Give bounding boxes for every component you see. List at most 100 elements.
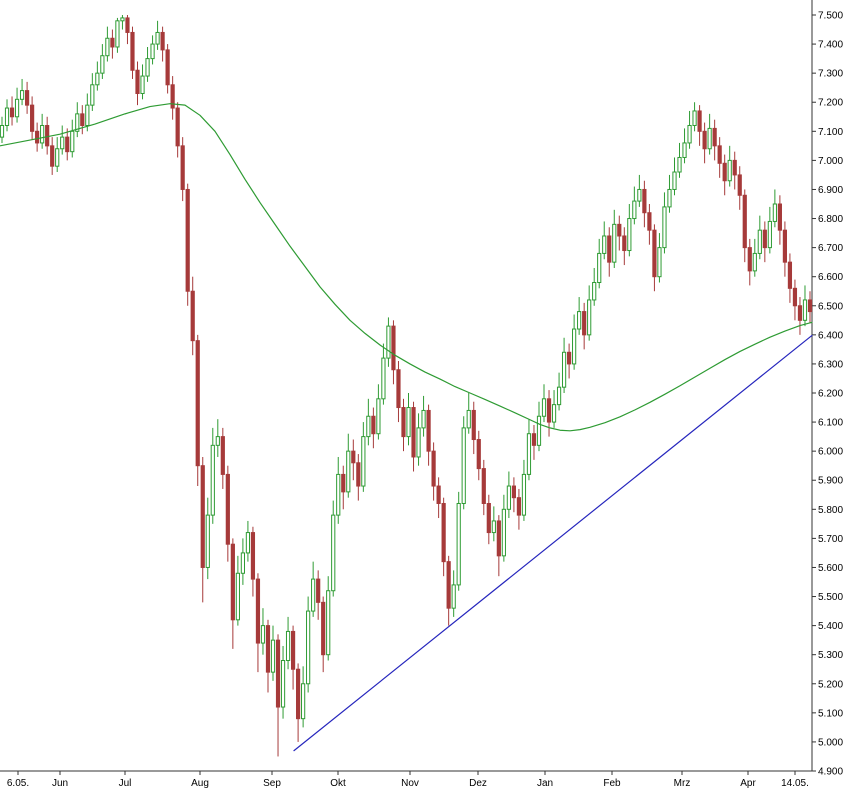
y-axis-label: 5.600 — [818, 563, 843, 574]
candle-body-down — [617, 223, 622, 237]
y-axis-label: 4.900 — [818, 767, 843, 778]
candle-body-down — [80, 113, 85, 126]
candle-body-up — [311, 578, 316, 612]
trendline-line — [293, 334, 813, 752]
candle-body-down — [747, 247, 752, 272]
x-axis-label: Jul — [119, 778, 132, 789]
candle-body-down — [516, 497, 522, 516]
candle-body-up — [376, 398, 381, 435]
candle-body-up — [506, 485, 511, 510]
y-axis-label: 6.900 — [818, 185, 843, 196]
candle-body-down — [481, 468, 486, 504]
candle-body-down — [200, 465, 205, 568]
candle-body-up — [772, 203, 777, 222]
candle-body-down — [431, 450, 436, 487]
y-axis-label: 6.700 — [818, 243, 843, 254]
candle-body-down — [45, 124, 50, 147]
y-axis-label: 7.300 — [818, 69, 843, 80]
candle-body-down — [782, 229, 788, 263]
x-axis-label: Sep — [263, 778, 281, 789]
y-axis-label: 7.100 — [818, 127, 843, 138]
candle-body-up — [541, 398, 547, 417]
candle-body-down — [441, 502, 446, 563]
x-axis-label: Okt — [330, 778, 346, 789]
y-axis-label: 6.000 — [818, 447, 843, 458]
candle-body-up — [416, 427, 421, 458]
candle-body-down — [165, 49, 170, 86]
candle-body-up — [285, 630, 291, 662]
candle-body-down — [190, 290, 195, 342]
x-axis-label: Nov — [401, 778, 419, 789]
candle-body-up — [85, 104, 90, 126]
y-axis-label: 5.800 — [818, 505, 843, 516]
x-axis-label: Jan — [537, 778, 553, 789]
candle-body-down — [777, 203, 782, 231]
candle-body-down — [567, 351, 572, 365]
candle-body-down — [135, 69, 140, 95]
candle-body-up — [366, 415, 371, 438]
candle-body-up — [602, 235, 607, 254]
candle-body-up — [150, 43, 155, 60]
candle-body-down — [30, 104, 35, 132]
candle-body-up — [215, 436, 220, 446]
candle-body-up — [326, 590, 331, 656]
candle-body-up — [612, 223, 617, 263]
y-axis-label: 5.700 — [818, 534, 843, 545]
candle-body-up — [597, 252, 602, 284]
x-axis-label: 14.05. — [781, 778, 809, 789]
candle-body-up — [386, 325, 391, 359]
y-axis-label: 7.500 — [818, 11, 843, 22]
candle-body-down — [797, 305, 803, 321]
y-axis-label: 6.500 — [818, 301, 843, 312]
candle-body-up — [280, 660, 286, 708]
candle-body-down — [371, 415, 376, 435]
candle-body-up — [707, 127, 712, 150]
candle-body-up — [19, 90, 25, 100]
candle-body-up — [421, 409, 426, 429]
candle-body-down — [35, 130, 40, 144]
candle-body-up — [120, 17, 125, 22]
x-axis-label: Dez — [469, 778, 487, 789]
candle-body-up — [336, 473, 341, 516]
candle-body-up — [14, 98, 20, 118]
candle-body-down — [290, 630, 296, 670]
candle-body-up — [672, 171, 677, 190]
candle-body-up — [406, 407, 411, 438]
candle-body-up — [451, 584, 456, 609]
candle-body-down — [250, 532, 256, 580]
candle-body-up — [466, 409, 471, 429]
candle-body-up — [802, 299, 808, 321]
candle-body-down — [321, 601, 326, 656]
candle-body-down — [702, 130, 707, 150]
candle-body-down — [341, 473, 346, 493]
candle-body-up — [577, 311, 582, 330]
x-axis-label: 6.05. — [7, 778, 29, 789]
candle-body-up — [682, 142, 687, 158]
candle-body-up — [235, 572, 240, 621]
candle-body-up — [346, 450, 351, 493]
y-axis-label: 7.200 — [818, 98, 843, 109]
y-axis-label: 6.100 — [818, 418, 843, 429]
candle-body-up — [692, 110, 697, 126]
candle-body-up — [145, 58, 150, 77]
candle-body-down — [170, 84, 175, 109]
candle-body-down — [737, 174, 742, 196]
candle-body-down — [396, 369, 401, 409]
candle-body-down — [787, 261, 793, 289]
candle-body-up — [100, 55, 105, 74]
candle-body-down — [185, 188, 190, 292]
candle-body-down — [295, 668, 301, 720]
candle-body-down — [652, 229, 657, 278]
candle-body-down — [230, 543, 235, 621]
candle-body-down — [446, 561, 451, 609]
y-axis-label: 5.400 — [818, 621, 843, 632]
candle-body-down — [607, 235, 612, 263]
x-axis-label: Aug — [191, 778, 209, 789]
candle-body-down — [642, 188, 647, 214]
candle-body-down — [411, 407, 416, 458]
candle-body-up — [240, 552, 245, 574]
candle-body-up — [627, 218, 632, 252]
candle-body-down — [582, 311, 587, 336]
candle-body-up — [361, 436, 366, 487]
